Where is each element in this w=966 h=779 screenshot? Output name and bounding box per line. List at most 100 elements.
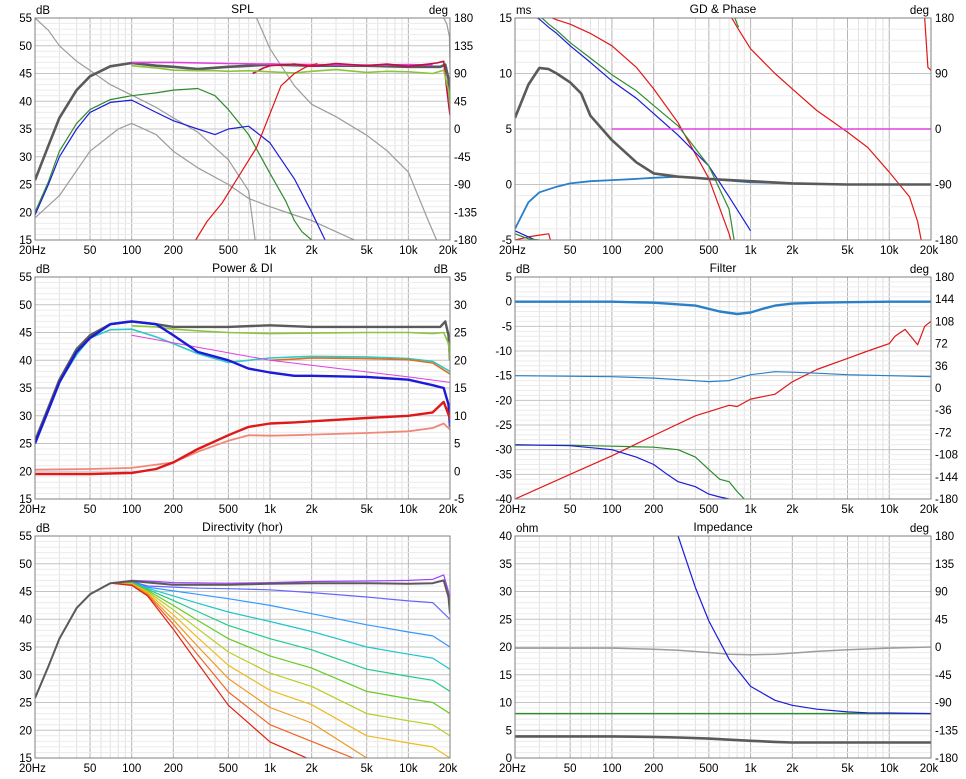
spl-series-6 [35,87,313,240]
spl-grid [34,17,451,241]
power-series-0 [35,320,450,442]
gd-xtick: 100 [602,245,621,257]
filter-ytick: -20 [495,395,512,407]
gd-series-0 [515,18,931,240]
filter-xtick: 100 [602,504,621,516]
gd-xtick: 5k [841,245,853,257]
imp-y2tick: -90 [935,698,952,710]
power-ytick: 45 [19,328,32,340]
power-series-4 [131,334,450,383]
spl-series-4 [252,60,450,116]
spl-ytick: 15 [19,235,32,247]
spl-ytick: 40 [19,96,32,108]
dir-series-11 [35,579,450,699]
gd-yunit: ms [516,5,532,17]
spl-yunit: dB [36,5,50,17]
gd-title: GD & Phase [690,2,757,16]
spl-y2tick: -135 [454,207,477,219]
filter-xtick: 1k [745,504,757,516]
imp-xtick: 50 [564,763,577,775]
dir-xtick: 20Hz [19,763,46,775]
power-chart: Power & DI dB dB 15 20 25 30 35 40 45 50 55 -5 0 5 10 15… [19,261,467,516]
spl-xtick: 20k [439,245,458,257]
imp-yunit: ohm [516,523,538,535]
gd-xtick: 50 [564,245,577,257]
imp-ytick: 0 [506,753,512,765]
power-ytick: 30 [19,411,32,423]
dir-ytick: 40 [19,614,32,626]
imp-ytick: 25 [499,614,512,626]
dir-ytick: 45 [19,587,32,599]
gd-xtick: 10k [880,245,899,257]
imp-chart: Impedance ohm deg 0 5 10 15 20 25 30 35 40 -180 -135 -… [499,520,958,775]
spl-frame [34,17,451,241]
power-series-2 [35,328,450,444]
power-ytick: 20 [19,466,32,478]
imp-ytick: 30 [499,587,512,599]
spl-y2tick: 45 [454,96,467,108]
filter-ytick: -35 [495,469,512,481]
dir-xtick: 20k [439,763,458,775]
dir-frame [34,535,451,759]
power-frame [34,276,451,500]
power-y2tick: -5 [454,494,464,506]
gd-y2unit: deg [910,5,929,17]
dir-yunit: dB [36,523,50,535]
gd-y2tick: -180 [935,235,958,247]
filter-ytick: -15 [495,371,512,383]
spl-ytick: 55 [19,13,32,25]
filter-y2tick: -108 [935,450,958,462]
power-xtick: 500 [219,504,238,516]
dir-ytick: 35 [19,642,32,654]
power-y2unit: dB [434,264,448,276]
gd-xtick: 20k [920,245,939,257]
power-series-7 [35,400,450,476]
imp-xtick: 500 [699,763,718,775]
power-ytick: 25 [19,439,32,451]
spl-ytick: 45 [19,69,32,81]
spl-xtick: 2k [306,245,318,257]
power-xtick: 20k [439,504,458,516]
filter-y2tick: 0 [935,383,941,395]
power-xtick: 50 [84,504,97,516]
imp-y2tick: 180 [935,531,954,543]
power-xtick: 200 [164,504,183,516]
spl-ytick: 35 [19,124,32,136]
power-ytick: 35 [19,383,32,395]
imp-y2tick: -135 [935,725,958,737]
spl-xtick: 1k [264,245,276,257]
gd-y2tick: 180 [935,13,954,25]
spl-y2unit: deg [429,5,448,17]
dir-xtick: 50 [84,763,97,775]
filter-xtick: 10k [880,504,899,516]
filter-title: Filter [710,261,737,275]
filter-xtick: 500 [699,504,718,516]
imp-xtick: 200 [644,763,663,775]
imp-xtick: 1k [745,763,757,775]
filter-series-4 [515,300,931,316]
power-y2tick: 10 [454,411,467,423]
dir-xtick: 500 [219,763,238,775]
imp-y2tick: 90 [935,587,948,599]
spl-series-8 [195,63,318,240]
imp-ytick: 15 [499,670,512,682]
power-y2tick: 35 [454,272,467,284]
power-y2tick: 5 [454,439,460,451]
filter-xtick: 20Hz [499,504,526,516]
power-xtick: 10k [399,504,418,516]
spl-y2tick: -180 [454,235,477,247]
dir-ytick: 15 [19,753,32,765]
spl-ytick: 50 [19,41,32,53]
dir-xtick: 200 [164,763,183,775]
spl-ytick: 20 [19,207,32,219]
dir-xtick: 1k [264,763,276,775]
imp-y2tick: -45 [935,670,952,682]
spl-xtick: 50 [84,245,97,257]
power-title: Power & DI [212,261,273,275]
gd-xtick: 200 [644,245,663,257]
dir-xtick: 5k [361,763,373,775]
filter-y2tick: -180 [935,494,958,506]
dir-series [35,574,450,758]
filter-xtick: 5k [841,504,853,516]
filter-xtick: 50 [564,504,577,516]
